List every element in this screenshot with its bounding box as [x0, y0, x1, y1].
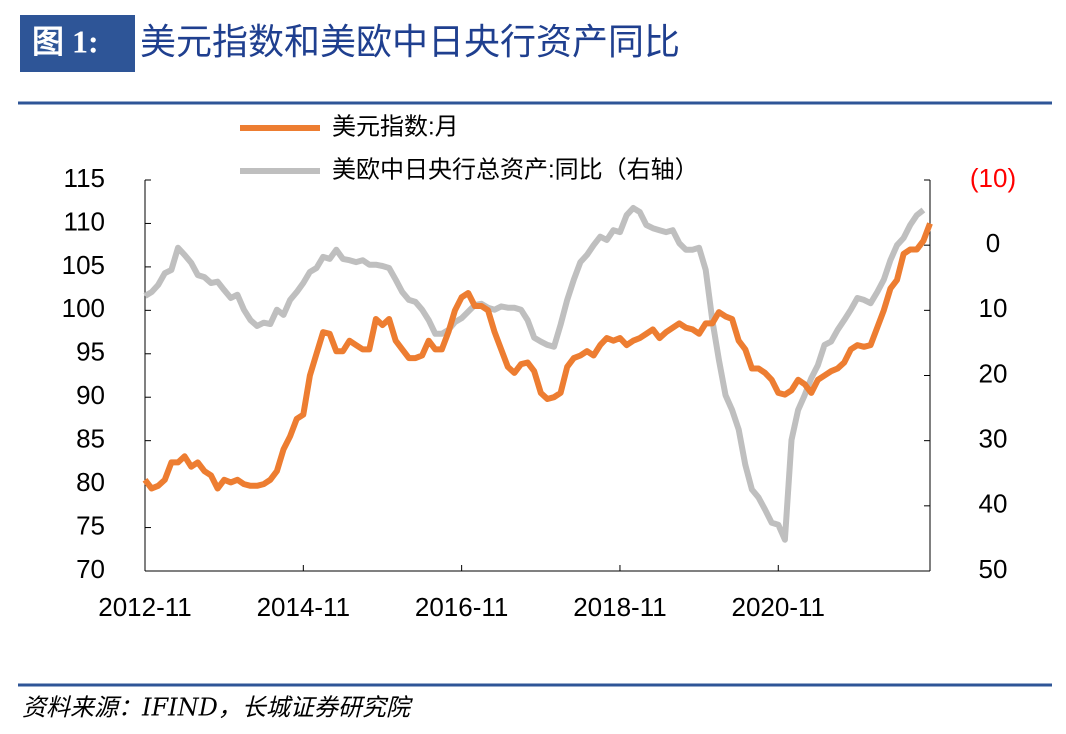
y2-tick-label: 20	[979, 358, 1008, 388]
series-line	[143, 205, 926, 543]
series-line	[142, 222, 933, 492]
y-tick-label: 80	[76, 467, 105, 497]
legend-label: 美欧中日央行总资产:同比（右轴）	[332, 156, 699, 183]
y-tick-label: 75	[76, 510, 105, 540]
title: 美元指数和美欧中日央行资产同比	[140, 22, 680, 63]
figure-label: 图 1:	[32, 23, 99, 59]
y-tick-label: 85	[76, 424, 105, 454]
y-tick-label: 100	[62, 293, 105, 323]
legend-label: 美元指数:月	[332, 113, 459, 140]
x-tick-label: 2012-11	[98, 592, 192, 622]
y2-tick-label: 0	[986, 228, 1000, 258]
title-box	[20, 15, 135, 72]
y-tick-label: 90	[76, 380, 105, 410]
y-tick-label: 70	[76, 554, 105, 584]
y-tick-label: 110	[64, 206, 105, 236]
y2-tick-label: 10	[979, 293, 1008, 323]
y2-tick-label: (10)	[970, 163, 1016, 193]
x-tick-label: 2016-11	[415, 592, 509, 622]
y2-tick-label: 30	[979, 424, 1008, 454]
x-tick-label: 2018-11	[573, 592, 667, 622]
source-note: 资料来源：IFIND，长城证券研究院	[22, 694, 414, 722]
x-tick-label: 2014-11	[257, 592, 351, 622]
x-tick-label: 2020-11	[732, 592, 826, 622]
y-tick-label: 115	[64, 163, 105, 193]
y2-tick-label: 40	[979, 489, 1008, 519]
y-tick-label: 105	[62, 250, 105, 280]
y2-tick-label: 50	[979, 554, 1008, 584]
y-tick-label: 95	[76, 337, 105, 367]
